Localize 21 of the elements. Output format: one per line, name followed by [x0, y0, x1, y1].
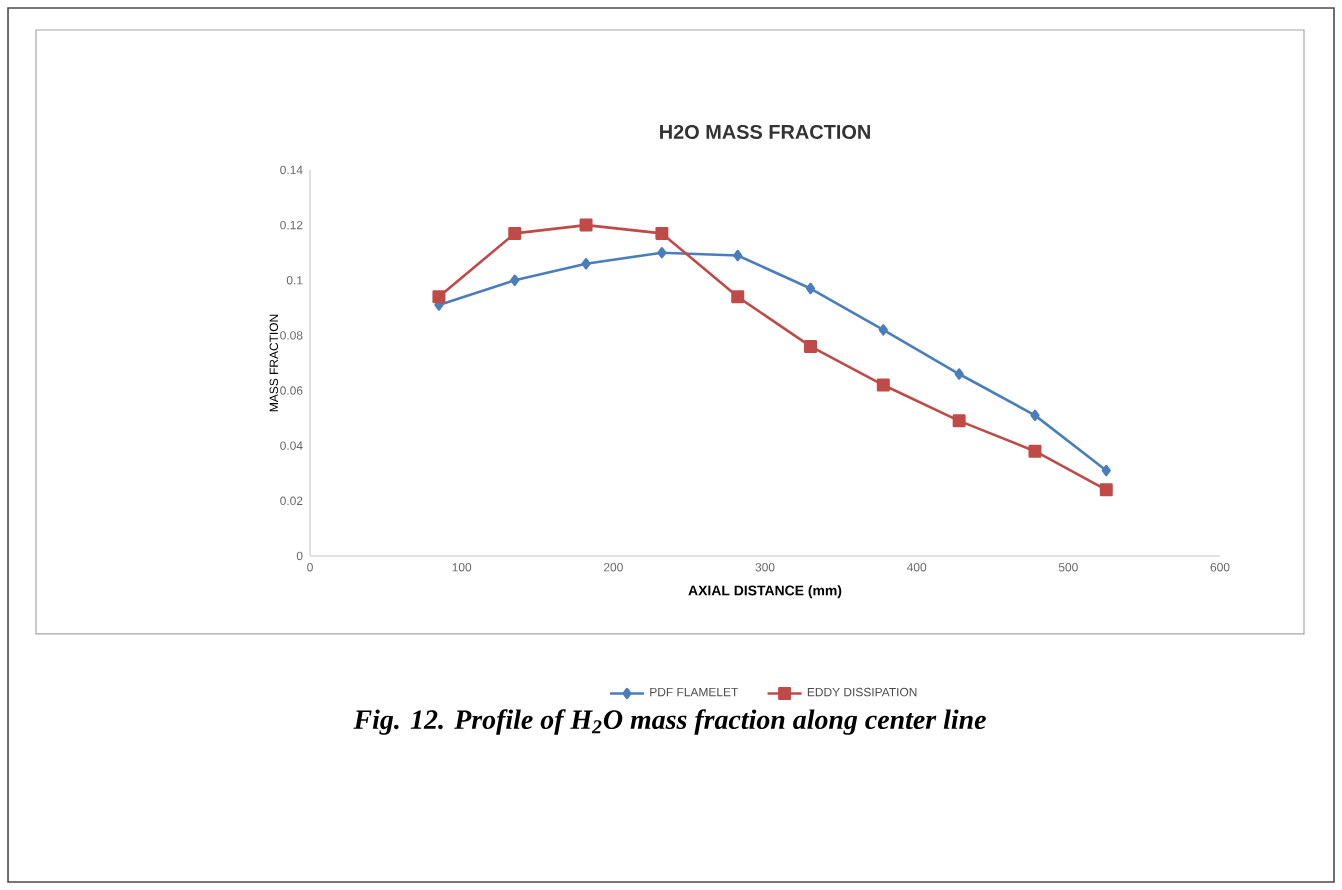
chart-title: H2O MASS FRACTION	[660, 124, 870, 139]
point	[733, 249, 743, 262]
point	[510, 274, 520, 286]
point	[581, 258, 591, 270]
caption: Fig. 12. Profile of H$_{2}$O mass fraction along center line	[353, 709, 986, 735]
point	[655, 226, 669, 240]
point	[876, 378, 890, 392]
point	[508, 226, 522, 240]
point	[804, 339, 818, 353]
point	[878, 324, 888, 336]
point	[1030, 409, 1040, 422]
point	[731, 290, 745, 304]
point	[952, 414, 966, 428]
point	[579, 218, 593, 232]
point	[1099, 483, 1113, 497]
point	[805, 282, 816, 295]
point	[1101, 464, 1111, 477]
point	[657, 246, 667, 259]
point	[432, 290, 446, 304]
point	[1028, 444, 1042, 458]
point	[954, 368, 964, 380]
